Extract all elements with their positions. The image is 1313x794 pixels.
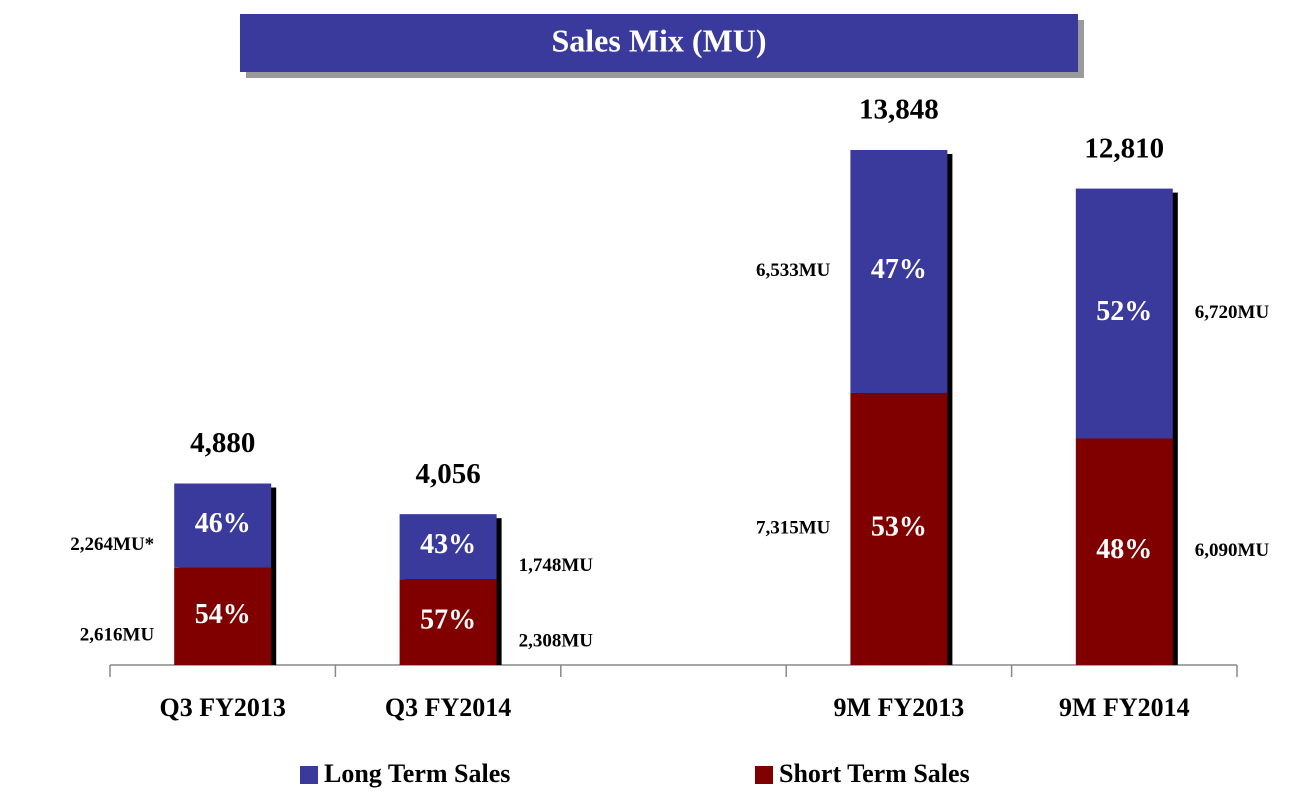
legend-label: Long Term Sales: [324, 759, 510, 788]
value-label: 6,720MU: [1195, 302, 1270, 323]
bar-segment: [174, 483, 272, 568]
bar-segment: [850, 150, 948, 393]
value-label: 6,533MU: [756, 260, 831, 281]
bar-segment: [1075, 188, 1173, 439]
legend-swatch: [755, 766, 773, 784]
share-label: 46%: [195, 508, 251, 539]
total-label: 12,810: [1084, 132, 1164, 164]
legend-swatch: [300, 766, 318, 784]
share-label: 53%: [871, 511, 927, 542]
bar-segment: [399, 579, 497, 665]
x-tick-label: 9M FY2014: [1059, 693, 1190, 722]
total-label: 4,880: [190, 427, 255, 459]
bar-segment: [174, 567, 272, 665]
chart-title: Sales Mix (MU): [551, 22, 766, 58]
value-label: 2,264MU*: [70, 534, 154, 555]
share-label: 43%: [420, 529, 476, 560]
x-tick-label: Q3 FY2014: [385, 693, 511, 722]
share-label: 48%: [1096, 534, 1152, 565]
share-label: 52%: [1096, 296, 1152, 327]
bar-segment: [399, 514, 497, 580]
value-label: 2,616MU: [80, 625, 155, 646]
value-label: 7,315MU: [756, 517, 831, 538]
value-label: 1,748MU: [519, 555, 594, 576]
bar-segment: [850, 392, 948, 665]
x-tick-label: 9M FY2013: [834, 693, 965, 722]
total-label: 13,848: [859, 94, 939, 126]
x-tick-label: Q3 FY2013: [160, 693, 286, 722]
share-label: 57%: [420, 605, 476, 636]
total-label: 4,056: [415, 458, 480, 490]
value-label: 6,090MU: [1195, 540, 1270, 561]
title-box: [240, 14, 1078, 72]
share-label: 47%: [871, 254, 927, 285]
share-label: 54%: [195, 599, 251, 630]
bar-segment: [1075, 438, 1173, 665]
legend-label: Short Term Sales: [779, 759, 970, 788]
value-label: 2,308MU: [519, 630, 594, 651]
